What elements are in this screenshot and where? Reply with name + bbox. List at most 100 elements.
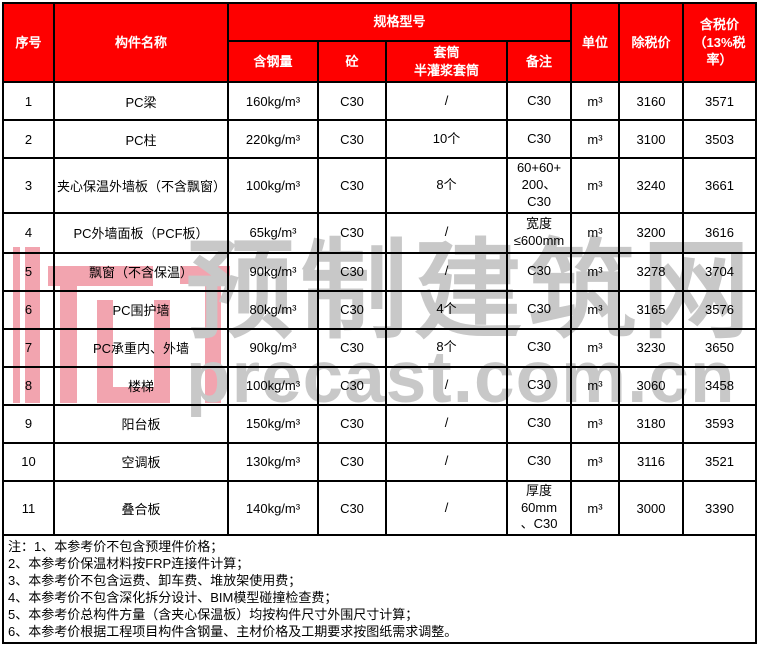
cell-component-name: PC梁 bbox=[53, 81, 229, 121]
cell-component-name: PC承重内、外墙 bbox=[53, 327, 229, 368]
header-component-name: 构件名称 bbox=[53, 2, 229, 83]
cell-price-incl: 3390 bbox=[682, 479, 758, 537]
table-row: 1 PC梁 160kg/m³ C30 / C30 m³ 3160 3571 bbox=[2, 81, 758, 121]
table-row: 11 叠合板 140kg/m³ C30 / 厚度60mm 、C30 m³ 300… bbox=[2, 479, 758, 537]
cell-steel: 90kg/m³ bbox=[227, 327, 319, 368]
cell-price-excl: 3116 bbox=[618, 441, 685, 482]
cell-steel: 65kg/m³ bbox=[227, 211, 319, 254]
table-row: 6 PC围护墙 80kg/m³ C30 4个 C30 m³ 3165 3576 bbox=[2, 289, 758, 330]
cell-sleeve: / bbox=[385, 479, 508, 537]
cell-steel: 130kg/m³ bbox=[227, 441, 319, 482]
cell-unit: m³ bbox=[570, 289, 621, 330]
cell-price-incl: 3503 bbox=[682, 119, 758, 159]
table-row: 3 夹心保温外墙板（不含飘窗） 100kg/m³ C30 8个 60+60+ 2… bbox=[2, 157, 758, 214]
cell-sleeve: / bbox=[385, 403, 508, 444]
cell-price-incl: 3616 bbox=[682, 211, 758, 254]
note-line-3: 3、本参考价不包含运费、卸车费、堆放架使用费； bbox=[8, 573, 302, 589]
note-line-2: 2、本参考价保温材料按FRP连接件计算； bbox=[8, 556, 250, 572]
cell-steel: 150kg/m³ bbox=[227, 403, 319, 444]
cell-no: 5 bbox=[2, 251, 55, 292]
cell-steel: 160kg/m³ bbox=[227, 81, 319, 121]
cell-remark: C30 bbox=[505, 289, 573, 330]
cell-concrete: C30 bbox=[317, 441, 387, 482]
header-serial-no: 序号 bbox=[2, 2, 55, 83]
note-line-1: 注：1、本参考价不包含预埋件价格； bbox=[8, 539, 224, 555]
cell-component-name: 阳台板 bbox=[53, 403, 229, 444]
cell-unit: m³ bbox=[570, 119, 621, 159]
cell-component-name: 空调板 bbox=[53, 441, 229, 482]
cell-steel: 220kg/m³ bbox=[227, 119, 319, 159]
table-body: 1 PC梁 160kg/m³ C30 / C30 m³ 3160 3571 2 … bbox=[1, 81, 758, 645]
cell-concrete: C30 bbox=[317, 119, 387, 159]
cell-component-name: 夹心保温外墙板（不含飘窗） bbox=[53, 157, 229, 214]
cell-unit: m³ bbox=[570, 365, 621, 406]
header-concrete: 砼 bbox=[317, 40, 387, 83]
cell-no: 10 bbox=[2, 441, 55, 482]
cell-unit: m³ bbox=[570, 479, 621, 537]
cell-remark: C30 bbox=[505, 365, 573, 406]
note-line-5: 5、本参考价总构件方量（含夹心保温板）均按构件尺寸外围尺寸计算； bbox=[8, 607, 419, 623]
cell-no: 6 bbox=[2, 289, 55, 330]
cell-component-name: PC外墙面板（PCF板） bbox=[53, 211, 229, 254]
cell-concrete: C30 bbox=[317, 81, 387, 121]
cell-concrete: C30 bbox=[317, 251, 387, 292]
cell-remark: C30 bbox=[505, 81, 573, 121]
cell-price-incl: 3458 bbox=[682, 365, 758, 406]
cell-price-excl: 3230 bbox=[618, 327, 685, 368]
cell-price-excl: 3160 bbox=[618, 81, 685, 121]
cell-sleeve: 8个 bbox=[385, 157, 508, 214]
cell-price-incl: 3650 bbox=[682, 327, 758, 368]
cell-no: 2 bbox=[2, 119, 55, 159]
header-unit: 单位 bbox=[570, 2, 621, 83]
cell-remark: 宽度 ≤600mm bbox=[505, 211, 573, 254]
header-sleeve: 套筒 半灌浆套筒 bbox=[385, 40, 508, 83]
cell-unit: m³ bbox=[570, 327, 621, 368]
cell-sleeve: 8个 bbox=[385, 327, 508, 368]
cell-component-name: 飘窗（不含保温） bbox=[53, 251, 229, 292]
header-remark: 备注 bbox=[505, 40, 573, 83]
cell-price-incl: 3576 bbox=[682, 289, 758, 330]
table-row: 2 PC柱 220kg/m³ C30 10个 C30 m³ 3100 3503 bbox=[2, 119, 758, 159]
cell-unit: m³ bbox=[570, 403, 621, 444]
cell-steel: 100kg/m³ bbox=[227, 157, 319, 214]
cell-concrete: C30 bbox=[317, 365, 387, 406]
table-row: 4 PC外墙面板（PCF板） 65kg/m³ C30 / 宽度 ≤600mm m… bbox=[2, 211, 758, 254]
cell-price-incl: 3521 bbox=[682, 441, 758, 482]
header-price-excl-tax: 除税价 bbox=[618, 2, 685, 83]
cell-no: 11 bbox=[2, 479, 55, 537]
header-steel-content: 含钢量 bbox=[227, 40, 319, 83]
cell-unit: m³ bbox=[570, 251, 621, 292]
cell-remark: C30 bbox=[505, 403, 573, 444]
cell-concrete: C30 bbox=[317, 403, 387, 444]
cell-price-excl: 3000 bbox=[618, 479, 685, 537]
cell-steel: 90kg/m³ bbox=[227, 251, 319, 292]
cell-no: 3 bbox=[2, 157, 55, 214]
cell-steel: 100kg/m³ bbox=[227, 365, 319, 406]
cell-concrete: C30 bbox=[317, 479, 387, 537]
cell-price-incl: 3593 bbox=[682, 403, 758, 444]
header-spec-group: 规格型号 bbox=[226, 2, 573, 42]
cell-remark: 厚度60mm 、C30 bbox=[505, 479, 573, 537]
table-row: 7 PC承重内、外墙 90kg/m³ C30 8个 C30 m³ 3230 36… bbox=[2, 327, 758, 368]
cell-sleeve: / bbox=[385, 81, 508, 121]
cell-concrete: C30 bbox=[317, 157, 387, 214]
cell-sleeve: / bbox=[385, 441, 508, 482]
cell-sleeve: / bbox=[385, 251, 508, 292]
cell-unit: m³ bbox=[570, 81, 621, 121]
header-price-incl-tax: 含税价 （13%税 率） bbox=[682, 2, 758, 83]
cell-component-name: 楼梯 bbox=[53, 365, 229, 406]
cell-price-incl: 3661 bbox=[682, 157, 758, 214]
table-row: 5 飘窗（不含保温） 90kg/m³ C30 / C30 m³ 3278 370… bbox=[2, 251, 758, 292]
cell-remark: C30 bbox=[505, 251, 573, 292]
cell-price-excl: 3200 bbox=[618, 211, 685, 254]
cell-steel: 140kg/m³ bbox=[227, 479, 319, 537]
cell-sleeve: 4个 bbox=[385, 289, 508, 330]
cell-price-excl: 3180 bbox=[618, 403, 685, 444]
cell-steel: 80kg/m³ bbox=[227, 289, 319, 330]
cell-concrete: C30 bbox=[317, 327, 387, 368]
cell-no: 8 bbox=[2, 365, 55, 406]
cell-component-name: PC围护墙 bbox=[53, 289, 229, 330]
cell-price-incl: 3571 bbox=[682, 81, 758, 121]
